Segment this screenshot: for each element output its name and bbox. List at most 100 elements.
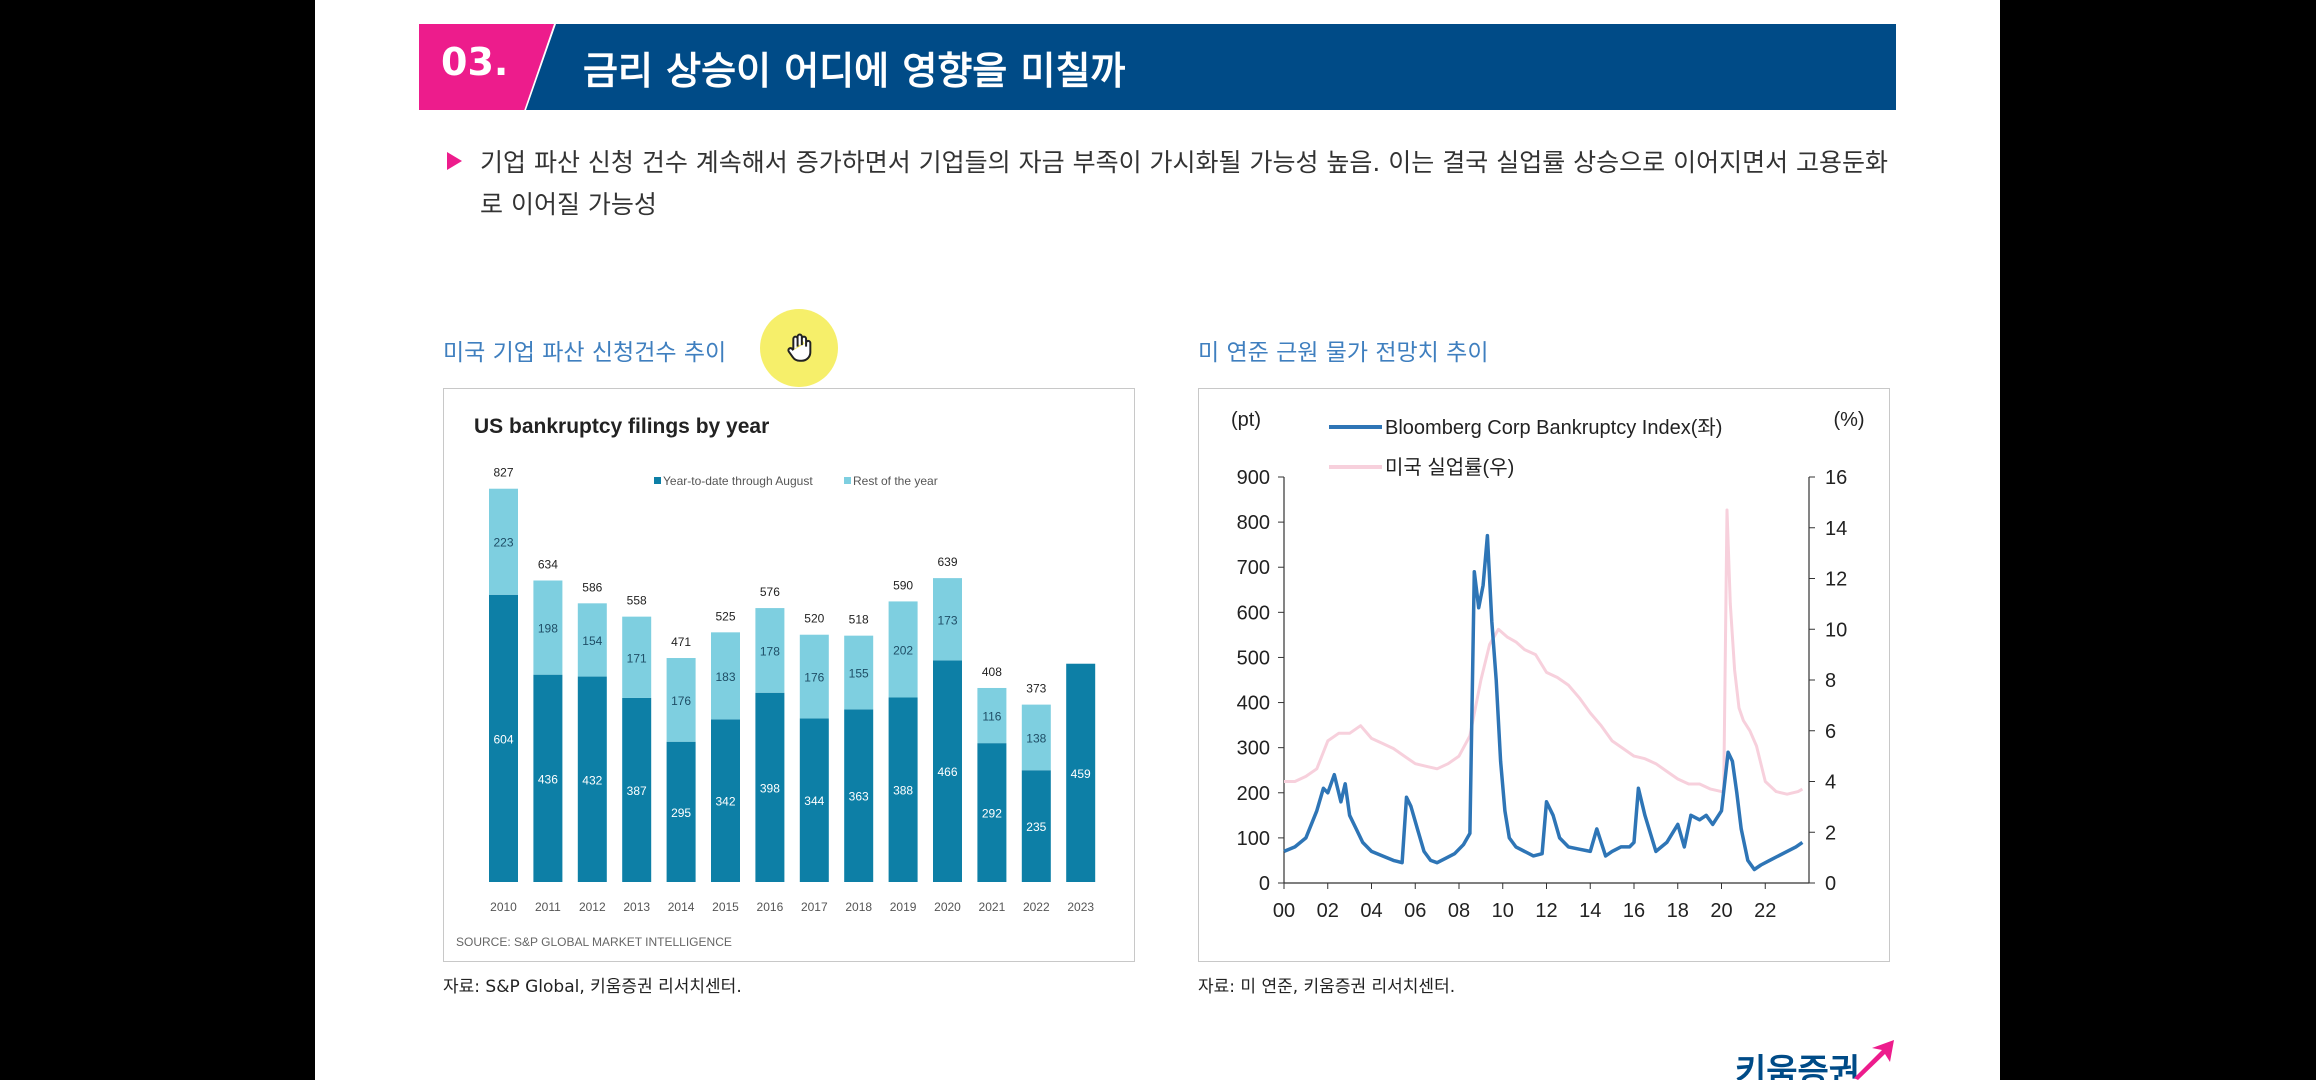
right-tick-label: 16 (1825, 467, 1847, 489)
bar-value-label: 363 (849, 790, 869, 804)
x-tick-label: 20 (1710, 900, 1732, 922)
section-number-badge: 03. (419, 24, 554, 110)
left-axis-unit: (pt) (1231, 409, 1261, 431)
bar-segment-rest (711, 632, 740, 720)
right-chart-subtitle: 미 연준 근원 물가 전망치 추이 (1198, 340, 1489, 366)
bar-total-label: 408 (982, 665, 1002, 679)
bar-value-label: 387 (627, 784, 647, 798)
bar-value-label: 388 (893, 784, 913, 798)
bar-total-label: 525 (715, 609, 735, 623)
unemployment-rate-series (1284, 508, 1804, 796)
x-tick-label: 2017 (801, 900, 828, 914)
bar-segment-ytd (888, 697, 918, 882)
left-tick-label: 200 (1237, 783, 1270, 805)
bar-segment-rest (933, 578, 962, 661)
x-tick-label: 10 (1492, 900, 1514, 922)
bar-chart-source-note: SOURCE: S&P GLOBAL MARKET INTELLIGENCE (456, 935, 732, 949)
bar-total-label: 639 (937, 555, 957, 569)
bar-segment-ytd (1021, 770, 1051, 882)
bar-value-label: 138 (1026, 731, 1046, 745)
bar-segment-ytd (666, 741, 696, 882)
bankruptcy-bar-chart: US bankruptcy filings by year Year-to-dat… (456, 415, 1096, 949)
bar-value-label: 342 (715, 795, 735, 809)
bar-total-label: 558 (627, 594, 647, 608)
bar-segment-rest (622, 616, 652, 698)
bankruptcy-chart-frame: US bankruptcy filings by year Year-to-dat… (443, 388, 1135, 962)
bankruptcy-index-line-chart: (pt) (%)010020030040050060070080090002468… (1231, 409, 1865, 922)
x-tick-label: 2015 (712, 900, 739, 914)
slide: 03. 금리 상승이 어디에 영향을 미칠까 기업 파산 신청 건수 계속해서 … (315, 0, 2000, 1080)
bar-value-label: 171 (627, 651, 647, 665)
bar-value-label: 176 (671, 694, 691, 708)
right-tick-label: 14 (1825, 518, 1847, 540)
x-tick-label: 14 (1579, 900, 1601, 922)
x-tick-label: 2010 (490, 900, 517, 914)
x-tick-label: 2019 (890, 900, 917, 914)
x-tick-label: 2014 (668, 900, 695, 914)
bar-value-label: 466 (937, 765, 957, 779)
right-tick-label: 4 (1825, 772, 1836, 794)
bar-segment-ytd (711, 719, 740, 882)
bar-segment-rest (666, 658, 696, 742)
bar-value-label: 202 (893, 643, 913, 657)
bar-value-label: 235 (1026, 820, 1046, 834)
x-tick-label: 2022 (1023, 900, 1050, 914)
x-tick-label: 2016 (757, 900, 784, 914)
mouse-pointer (760, 309, 838, 387)
title-bar: 금리 상승이 어디에 영향을 미칠까 (526, 24, 1896, 110)
bar-segment-rest (489, 488, 518, 595)
bar-value-label: 432 (582, 773, 602, 787)
left-tick-label: 0 (1259, 873, 1270, 895)
bar-total-label: 471 (671, 635, 691, 649)
left-tick-label: 100 (1237, 828, 1270, 850)
x-tick-label: 2018 (845, 900, 872, 914)
left-tick-label: 600 (1237, 602, 1270, 624)
legend-label: Bloomberg Corp Bankruptcy Index(좌) (1385, 416, 1722, 439)
x-tick-label: 2012 (579, 900, 606, 914)
bar-total-label: 590 (893, 578, 913, 592)
x-tick-label: 16 (1623, 900, 1645, 922)
x-tick-label: 2021 (979, 900, 1006, 914)
bar-segment-ytd (977, 743, 1007, 882)
x-tick-label: 2023 (1067, 900, 1094, 914)
section-number: 03. (441, 40, 509, 84)
bar-value-label: 459 (1071, 767, 1091, 781)
bar-value-label: 436 (538, 772, 558, 786)
index-chart-frame: (pt) (%) 0 100 200 300 400 500 600 700 800 900 0 2 4 6 8… (1198, 388, 1890, 962)
x-tick-label: 2011 (535, 900, 561, 914)
bankruptcy-index-series (1283, 533, 1804, 872)
left-chart-source: 자료: S&P Global, 키움증권 리서치센터. (443, 977, 742, 997)
bar-value-label: 183 (715, 670, 735, 684)
bar-total-label: 576 (760, 585, 780, 599)
right-tick-label: 2 (1825, 822, 1836, 844)
bar-value-label: 178 (760, 644, 780, 658)
left-tick-label: 400 (1237, 693, 1270, 715)
left-chart-subtitle: 미국 기업 파산 신청건수 추이 (443, 340, 727, 366)
bar-total-label: 373 (1026, 682, 1046, 696)
right-chart-source: 자료: 미 연준, 키움증권 리서치센터. (1198, 977, 1456, 997)
x-tick-label: 02 (1317, 900, 1339, 922)
bar-value-label: 223 (493, 536, 513, 550)
slide-title: 금리 상승이 어디에 영향을 미칠까 (583, 49, 1126, 93)
left-tick-label: 900 (1237, 467, 1270, 489)
bar-value-label: 154 (582, 634, 602, 648)
bar-segment-ytd (489, 594, 518, 882)
left-tick-label: 500 (1237, 647, 1270, 669)
right-tick-label: 10 (1825, 619, 1847, 641)
arrow-up-right-icon (1854, 1040, 1894, 1080)
bar-segment-rest (844, 635, 874, 710)
legend-label: 미국 실업률(우) (1385, 456, 1514, 479)
x-tick-label: 12 (1535, 900, 1557, 922)
bar-segment-rest (977, 687, 1007, 744)
bullet-text: 기업 파산 신청 건수 계속해서 증가하면서 기업들의 자금 부족이 가시화될 … (480, 148, 1889, 219)
bar-value-label: 198 (538, 622, 558, 636)
bar-total-label: 520 (804, 612, 824, 626)
x-tick-label: 2013 (623, 900, 650, 914)
bar-segment-rest (533, 580, 563, 675)
left-tick-label: 800 (1237, 512, 1270, 534)
x-tick-label: 08 (1448, 900, 1470, 922)
bar-segment-rest (799, 634, 829, 719)
right-tick-label: 6 (1825, 721, 1836, 743)
bar-segment-ytd (799, 718, 829, 882)
x-tick-label: 18 (1667, 900, 1689, 922)
